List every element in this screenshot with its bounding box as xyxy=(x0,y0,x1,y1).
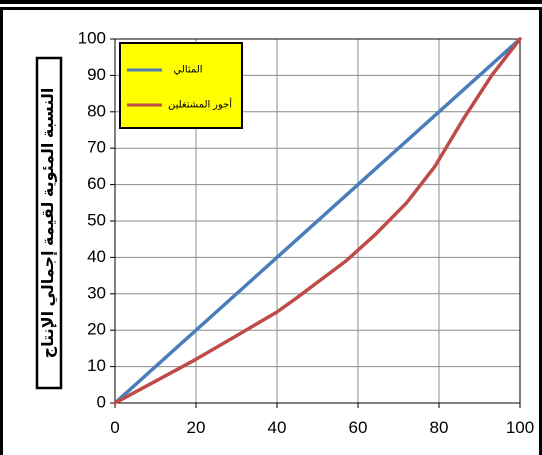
series-line-ideal xyxy=(113,37,522,405)
legend: المثالي أجور المشتغلين xyxy=(119,42,243,129)
series-line-wages xyxy=(113,37,522,405)
y-tick-label: 30 xyxy=(87,283,106,302)
y-tick-label: 40 xyxy=(87,247,106,266)
x-axis-ticks: 0 20 40 60 80 100 xyxy=(110,403,534,437)
y-axis-label: النسبة المئوية لقيمة إجمالي الإنتاج xyxy=(40,88,58,359)
x-tick-label: 20 xyxy=(187,418,206,437)
legend-label-ideal: المثالي xyxy=(173,65,202,76)
x-tick-label: 0 xyxy=(110,418,119,437)
legend-label-wages: أجور المشتغلين xyxy=(168,98,232,111)
y-axis-label-box: النسبة المئوية لقيمة إجمالي الإنتاج xyxy=(35,56,63,390)
top-border-thin xyxy=(0,7,542,10)
x-tick-label: 40 xyxy=(268,418,287,437)
right-border xyxy=(539,10,542,455)
y-axis-ticks: 0 10 20 30 40 50 60 70 80 90 100 xyxy=(78,28,115,411)
grid-lines xyxy=(115,39,520,403)
y-tick-label: 90 xyxy=(87,65,106,84)
y-tick-label: 80 xyxy=(87,101,106,120)
y-tick-label: 10 xyxy=(87,356,106,375)
y-tick-label: 0 xyxy=(97,392,106,411)
y-tick-label: 70 xyxy=(87,138,106,157)
y-tick-label: 100 xyxy=(78,28,106,47)
x-tick-label: 100 xyxy=(506,418,534,437)
series-lines xyxy=(113,37,522,405)
left-border xyxy=(0,10,3,455)
y-tick-label: 50 xyxy=(87,210,106,229)
x-tick-label: 60 xyxy=(349,418,368,437)
x-tick-label: 80 xyxy=(430,418,449,437)
y-tick-label: 60 xyxy=(87,174,106,193)
top-border-thick xyxy=(0,0,542,4)
y-tick-label: 20 xyxy=(87,320,106,339)
